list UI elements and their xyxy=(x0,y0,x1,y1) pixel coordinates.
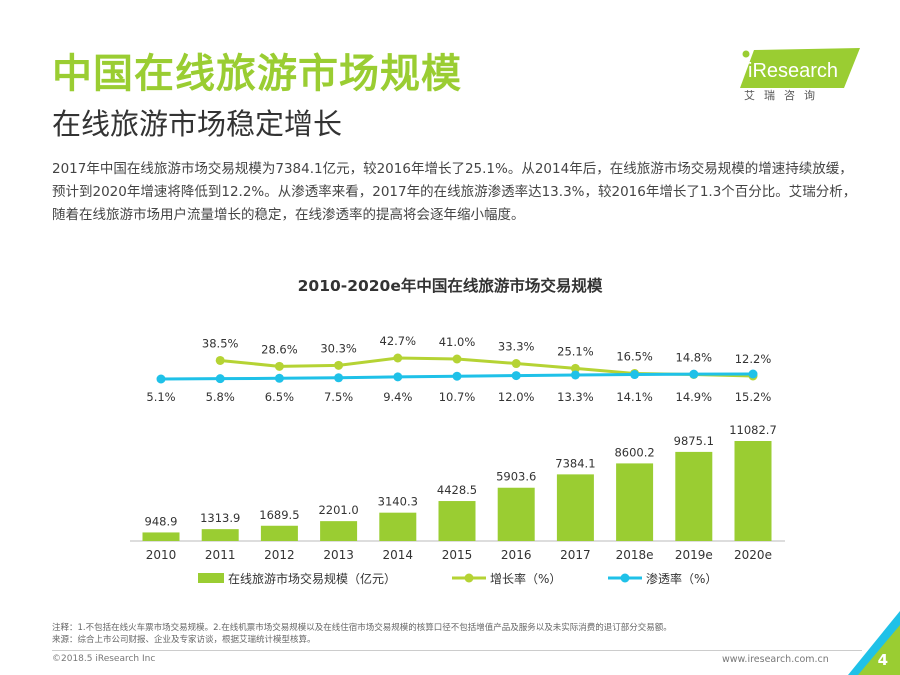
bar-label-2016: 5903.6 xyxy=(496,470,536,484)
growth-point-2014 xyxy=(393,353,403,363)
x-tick-2018e: 2018e xyxy=(616,548,654,562)
bar-label-2015: 4428.5 xyxy=(437,483,477,497)
growth-label-2015: 41.0% xyxy=(439,335,476,349)
growth-label-2016: 33.3% xyxy=(498,340,535,354)
penetration-label-2015: 10.7% xyxy=(439,390,476,404)
x-tick-2020e: 2020e xyxy=(734,548,772,562)
penetration-point-2013 xyxy=(334,373,344,383)
growth-label-2011: 38.5% xyxy=(202,336,239,350)
copyright-text: ©2018.5 iResearch Inc xyxy=(52,654,156,664)
legend-label-penetration: 渗透率（%） xyxy=(646,571,717,586)
growth-label-2012: 28.6% xyxy=(261,342,298,356)
market-size-chart: 948.9 2010 1313.9 2011 1689.5 2012 2201.0 2013 3… xyxy=(130,334,785,586)
page-title: 中国在线旅游市场规模 xyxy=(52,51,462,97)
bar-2017 xyxy=(556,474,594,541)
legend-swatch-bars xyxy=(198,573,224,583)
page-corner-decoration xyxy=(848,611,900,675)
bar-label-2019e: 9875.1 xyxy=(674,434,714,448)
growth-point-2017 xyxy=(570,363,580,373)
penetration-label-2014: 9.4% xyxy=(383,390,412,404)
x-tick-2019e: 2019e xyxy=(675,548,713,562)
logo-tagline: 艾瑞咨询 xyxy=(744,89,824,102)
legend-label-growth: 增长率（%） xyxy=(490,571,561,586)
bar-label-2017: 7384.1 xyxy=(555,456,595,470)
penetration-label-2010: 5.1% xyxy=(146,390,175,404)
growth-label-2013: 30.3% xyxy=(320,341,357,355)
iresearch-logo: iResearch xyxy=(740,48,860,88)
growth-label-2020e: 12.2% xyxy=(735,352,772,366)
footnote-note: 注释：1.不包括在线火车票市场交易规模。2.在线机票市场交易规模以及在线住宿市场… xyxy=(52,623,672,633)
penetration-point-2019e xyxy=(689,369,699,379)
bar-2010 xyxy=(142,532,180,541)
growth-point-2011 xyxy=(215,355,225,365)
bar-2019e xyxy=(675,451,713,541)
penetration-point-2010 xyxy=(156,374,166,384)
bar-label-2020e: 11082.7 xyxy=(729,423,777,437)
penetration-label-2020e: 15.2% xyxy=(735,390,772,404)
bar-label-2010: 948.9 xyxy=(145,514,178,528)
penetration-point-2012 xyxy=(274,373,284,383)
x-tick-2011: 2011 xyxy=(205,548,236,562)
legend-label-bars: 在线旅游市场交易规模（亿元） xyxy=(228,571,396,586)
bar-2020e xyxy=(734,441,772,541)
bar-2018e xyxy=(616,463,654,541)
x-tick-2012: 2012 xyxy=(264,548,295,562)
website-link[interactable]: www.iresearch.com.cn xyxy=(722,654,829,665)
page-number: 4 xyxy=(877,651,888,669)
description-text: 2017年中国在线旅游市场交易规模为7384.1亿元，较2016年增长了25.1… xyxy=(52,161,857,223)
bar-2013 xyxy=(320,521,358,541)
growth-point-2013 xyxy=(334,360,344,370)
footnotes: 注释：1.不包括在线火车票市场交易规模。2.在线机票市场交易规模以及在线住宿市场… xyxy=(52,622,852,646)
bar-label-2014: 3140.3 xyxy=(378,495,418,509)
growth-label-2014: 42.7% xyxy=(380,334,417,348)
chart-title: 2010-2020e年中国在线旅游市场交易规模 xyxy=(297,277,603,295)
legend-swatch-growth-marker xyxy=(464,573,474,583)
penetration-label-2018e: 14.1% xyxy=(616,390,653,404)
x-tick-2017: 2017 xyxy=(560,548,591,562)
penetration-label-2016: 12.0% xyxy=(498,390,535,404)
penetration-point-2015 xyxy=(452,371,462,381)
legend-swatch-penetration-marker xyxy=(620,573,630,583)
penetration-label-2011: 5.8% xyxy=(206,390,235,404)
bar-2016 xyxy=(497,487,535,541)
growth-point-2016 xyxy=(511,359,521,369)
penetration-point-2017 xyxy=(570,370,580,380)
penetration-point-2020e xyxy=(748,369,758,379)
penetration-point-2014 xyxy=(393,372,403,382)
bar-2012 xyxy=(260,525,298,541)
growth-label-2018e: 16.5% xyxy=(616,349,653,363)
x-tick-2016: 2016 xyxy=(501,548,532,562)
bar-2011 xyxy=(201,529,239,541)
growth-label-2019e: 14.8% xyxy=(676,350,713,364)
x-tick-2013: 2013 xyxy=(323,548,354,562)
penetration-label-2019e: 14.9% xyxy=(676,390,713,404)
penetration-label-2013: 7.5% xyxy=(324,390,353,404)
penetration-point-2016 xyxy=(511,371,521,381)
penetration-point-2018e xyxy=(630,370,640,380)
growth-point-2012 xyxy=(274,361,284,371)
penetration-point-2011 xyxy=(215,374,225,384)
bar-label-2018e: 8600.2 xyxy=(614,445,654,459)
bar-label-2011: 1313.9 xyxy=(200,511,240,525)
bar-label-2013: 2201.0 xyxy=(318,503,358,517)
logo-brand-text: iResearch xyxy=(748,60,838,82)
penetration-label-2017: 13.3% xyxy=(557,390,594,404)
x-tick-2014: 2014 xyxy=(383,548,414,562)
growth-point-2015 xyxy=(452,354,462,364)
x-tick-2015: 2015 xyxy=(442,548,473,562)
footer-divider xyxy=(52,650,862,651)
bar-2014 xyxy=(379,512,417,541)
x-tick-2010: 2010 xyxy=(146,548,177,562)
growth-label-2017: 25.1% xyxy=(557,344,594,358)
penetration-label-2012: 6.5% xyxy=(265,390,294,404)
page-subtitle: 在线旅游市场稳定增长 xyxy=(52,107,343,141)
bar-2015 xyxy=(438,501,476,541)
footnote-source: 来源：综合上市公司财报、企业及专家访谈，根据艾瑞统计模型核算。 xyxy=(52,635,316,645)
bar-label-2012: 1689.5 xyxy=(259,508,299,522)
